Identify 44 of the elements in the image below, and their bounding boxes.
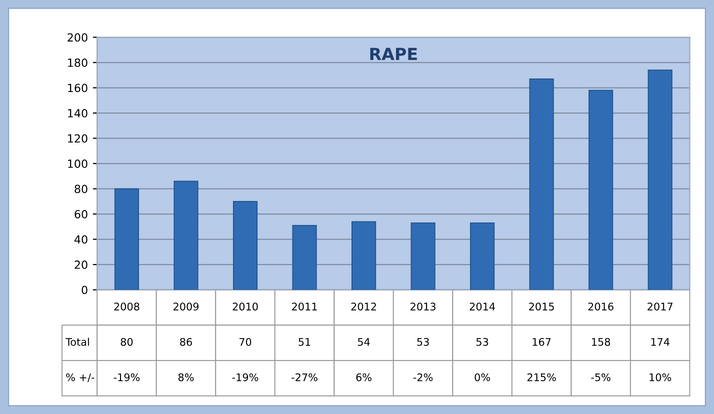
y-tick-label: 200 bbox=[68, 33, 88, 42]
y-tick-label: 180 bbox=[68, 58, 88, 67]
y-tick-label: 40 bbox=[74, 235, 88, 244]
x-tick-label: 2013 bbox=[410, 302, 436, 310]
data-label: 80 bbox=[120, 338, 133, 346]
x-tick-label: 2015 bbox=[529, 302, 554, 310]
text: RAPE bbox=[370, 48, 417, 60]
data-label: 53 bbox=[417, 338, 429, 346]
y-tick-label: 20 bbox=[74, 260, 88, 269]
data-label: 51 bbox=[298, 338, 310, 346]
text: Total bbox=[66, 338, 89, 346]
text: 10% bbox=[650, 373, 672, 382]
x-tick-label: 2016 bbox=[588, 302, 614, 310]
data-label: 54 bbox=[358, 338, 370, 346]
x-tick-label: 2017 bbox=[648, 302, 672, 310]
x-tick-label: 2014 bbox=[470, 302, 495, 310]
text: -19% bbox=[114, 373, 140, 382]
data-label: 167 bbox=[532, 338, 551, 346]
text: -2% bbox=[413, 373, 433, 382]
x-tick-label: 2008 bbox=[114, 302, 140, 310]
text: 0% bbox=[474, 373, 490, 382]
x-tick-label: 2011 bbox=[292, 302, 317, 310]
data-label: 53 bbox=[476, 338, 488, 346]
data-label: 70 bbox=[239, 338, 252, 346]
text: 6% bbox=[356, 373, 372, 382]
data-label: 86 bbox=[180, 338, 192, 346]
y-tick-label: 100 bbox=[68, 160, 88, 168]
data-label: 158 bbox=[592, 338, 610, 346]
y-tick-label: 120 bbox=[68, 134, 88, 143]
y-tick-label: 140 bbox=[68, 108, 88, 118]
y-tick-label: 80 bbox=[74, 184, 88, 194]
text: -5% bbox=[591, 373, 610, 382]
text: -27% bbox=[292, 373, 318, 382]
y-tick-label: 60 bbox=[74, 210, 88, 218]
text: 215% bbox=[527, 373, 556, 382]
x-tick-label: 2012 bbox=[351, 302, 376, 310]
text: -19% bbox=[232, 373, 258, 382]
text: % +/- bbox=[66, 373, 94, 382]
y-tick-label: 0 bbox=[82, 286, 88, 294]
y-tick-label: 160 bbox=[68, 84, 88, 92]
x-tick-label: 2009 bbox=[174, 302, 199, 310]
text: 8% bbox=[178, 373, 194, 382]
data-label: 174 bbox=[651, 338, 670, 346]
x-tick-label: 2010 bbox=[232, 302, 258, 310]
